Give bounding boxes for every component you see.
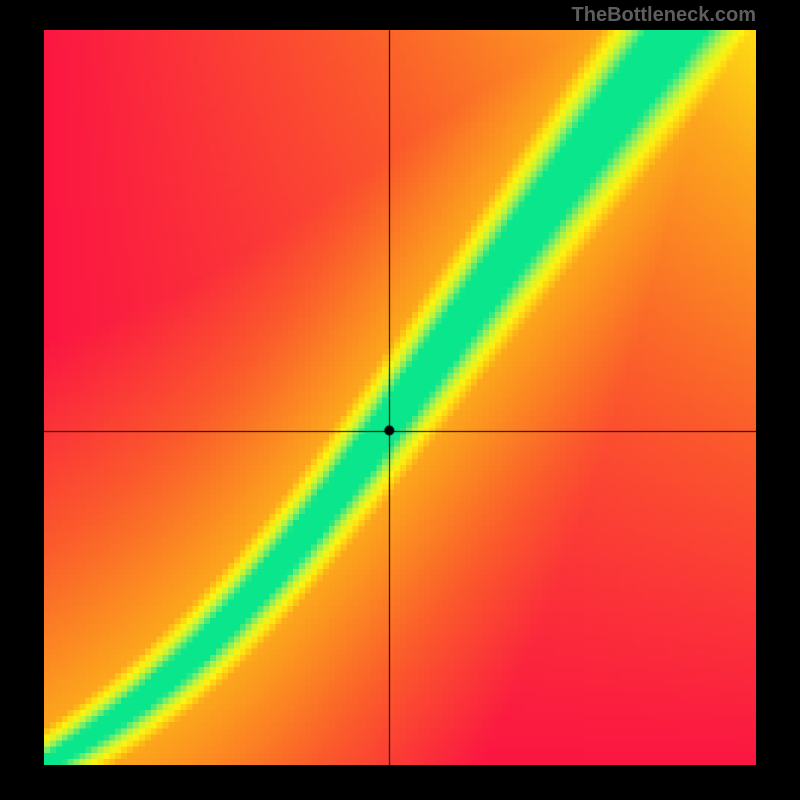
crosshair-overlay <box>44 30 756 765</box>
chart-container: TheBottleneck.com <box>0 0 800 800</box>
watermark-text: TheBottleneck.com <box>572 4 756 27</box>
